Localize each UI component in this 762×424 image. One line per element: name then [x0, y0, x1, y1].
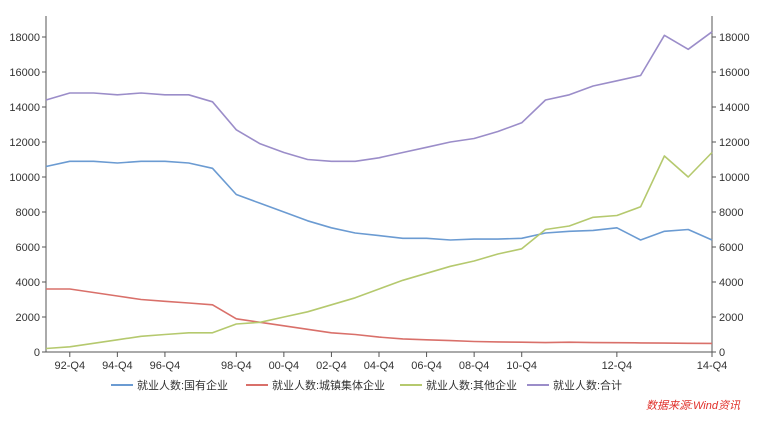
source-note: 数据来源:Wind资讯 [645, 400, 740, 412]
y-tick-label-left: 14000 [9, 102, 40, 114]
series-line-2 [46, 288, 713, 345]
y-tick-label-left: 10000 [9, 172, 40, 184]
y-tick-label-right: 6000 [719, 242, 743, 254]
y-tick-label-right: 2000 [719, 312, 743, 324]
y-tick-label-left: 16000 [9, 67, 40, 79]
y-tick-label-right: 8000 [719, 207, 743, 219]
y-tick-label-left: 18000 [9, 32, 40, 44]
legend-label: 就业人数:城镇集体企业 [272, 378, 385, 392]
y-axis-left: 0 2000 4000 6000 8000 10000 12000 14000 16000 180… [9, 32, 46, 359]
legend-label: 就业人数:国有企业 [137, 378, 228, 392]
series-line-4 [45, 31, 713, 163]
x-tick-label: 94-Q4 [102, 360, 133, 372]
y-tick-label-left: 12000 [9, 137, 40, 149]
series-lines [45, 31, 713, 350]
x-tick-label: 92-Q4 [54, 360, 85, 372]
x-axis: 92-Q4 94-Q4 96-Q4 98-Q4 00-Q4 02-Q4 04-Q4 06-Q4… [54, 352, 727, 372]
plot-frame [45, 16, 713, 353]
y-tick-label-left: 0 [34, 347, 40, 359]
y-tick-label-right: 18000 [719, 32, 750, 44]
x-tick-label: 10-Q4 [506, 360, 537, 372]
x-tick-label: 96-Q4 [150, 360, 181, 372]
y-tick-label-left: 2000 [16, 312, 40, 324]
y-tick-label-left: 6000 [16, 242, 40, 254]
x-tick-label: 02-Q4 [316, 360, 347, 372]
x-tick-label: 12-Q4 [602, 360, 633, 372]
legend-label: 就业人数:其他企业 [426, 378, 517, 392]
y-tick-label-right: 10000 [719, 172, 750, 184]
y-tick-label-right: 14000 [719, 102, 750, 114]
x-tick-label: 00-Q4 [269, 360, 300, 372]
legend-label: 就业人数:合计 [553, 378, 622, 392]
y-tick-label-left: 4000 [16, 277, 40, 289]
x-tick-label: 04-Q4 [364, 360, 395, 372]
y-tick-label-right: 16000 [719, 67, 750, 79]
y-tick-label-left: 8000 [16, 207, 40, 219]
x-tick-label: 14-Q4 [697, 360, 728, 372]
y-tick-label-right: 12000 [719, 137, 750, 149]
series-line-1 [45, 160, 713, 241]
series-line-3 [45, 151, 713, 350]
y-axis-right: 0 2000 4000 6000 8000 10000 12000 14000 16000 180… [712, 32, 750, 359]
legend: 就业人数:国有企业 就业人数:城镇集体企业 就业人数:其他企业 就业人数:合计 [111, 378, 622, 392]
x-tick-label: 08-Q4 [459, 360, 490, 372]
y-tick-label-right: 0 [719, 347, 725, 359]
y-tick-label-right: 4000 [719, 277, 743, 289]
x-tick-label: 06-Q4 [411, 360, 442, 372]
x-tick-label: 98-Q4 [221, 360, 252, 372]
